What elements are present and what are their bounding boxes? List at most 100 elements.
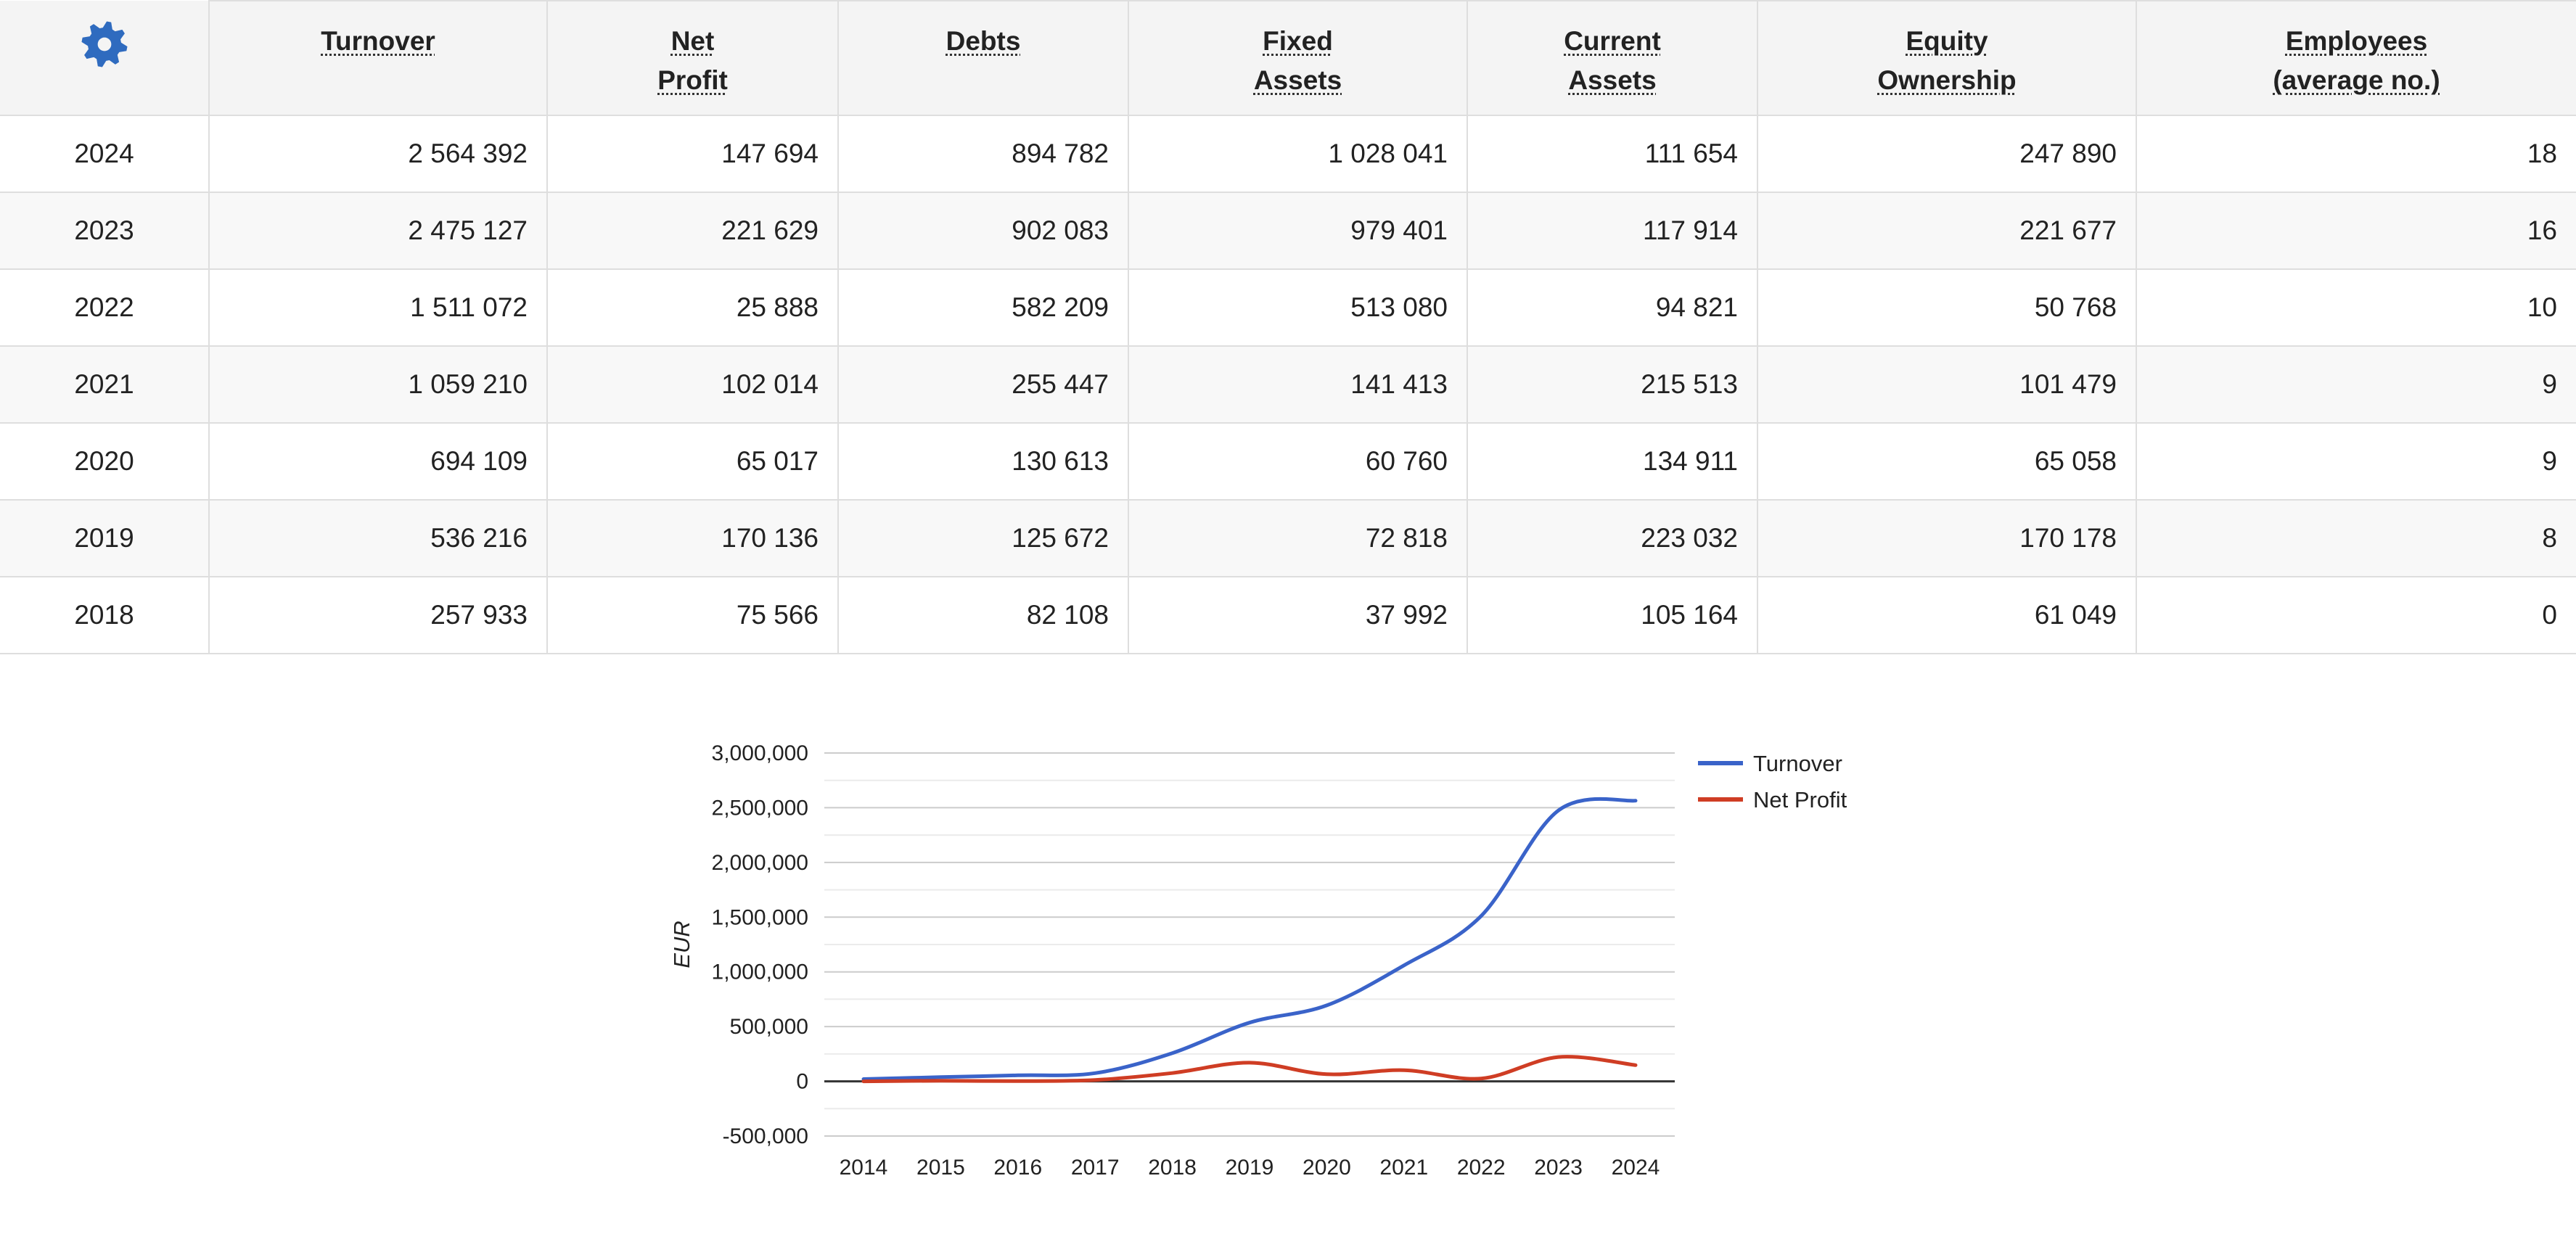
y-tick-label: -500,000 (723, 1124, 808, 1148)
fixed-assets-cell: 141 413 (1128, 345, 1468, 424)
equity-ownership-cell: 221 677 (1757, 192, 2137, 270)
turnover-cell: 1 511 072 (208, 268, 548, 347)
year-cell: 2019 (0, 499, 210, 577)
debts-cell: 130 613 (837, 422, 1129, 501)
header-net-profit: Net Profit (546, 0, 839, 116)
table-row: 2020 694 109 65 017 130 613 60 760 134 911 65 … (0, 422, 2576, 501)
equity-ownership-cell: 170 178 (1757, 499, 2137, 577)
fixed-assets-cell: 60 760 (1128, 422, 1468, 501)
table-row: 2018 257 933 75 566 82 108 37 992 105 164 61 0… (0, 576, 2576, 654)
table-row: 2019 536 216 170 136 125 672 72 818 223 032 17… (0, 499, 2576, 577)
net-profit-cell: 170 136 (546, 499, 839, 577)
table-row: 2022 1 511 072 25 888 582 209 513 080 94 821 5… (0, 268, 2576, 347)
turnover-cell: 2 475 127 (208, 192, 548, 270)
turnover-legend-label: Turnover (1753, 751, 1842, 776)
employees-cell: 16 (2136, 192, 2576, 270)
x-tick-label: 2021 (1379, 1156, 1428, 1180)
x-tick-label: 2023 (1534, 1156, 1583, 1180)
equity-ownership-cell: 50 768 (1757, 268, 2137, 347)
chart-canvas: -500,000 0 500,000 1,000,000 1,500,000 2,000,… (669, 741, 1847, 1180)
y-tick-label: 1,500,000 (712, 905, 808, 929)
x-tick-label: 2024 (1612, 1156, 1660, 1180)
header-fixed-assets-label[interactable]: Fixed Assets (1253, 26, 1342, 95)
y-tick-label: 0 (796, 1070, 808, 1094)
employees-cell: 8 (2136, 499, 2576, 577)
header-debts-label[interactable]: Debts (946, 26, 1021, 56)
table-row: 2021 1 059 210 102 014 255 447 141 413 215 51… (0, 345, 2576, 424)
year-cell: 2022 (0, 268, 210, 347)
turnover-cell: 2 564 392 (208, 115, 548, 193)
x-tick-label: 2014 (840, 1156, 888, 1180)
debts-cell: 894 782 (837, 115, 1129, 193)
x-tick-label: 2015 (916, 1156, 965, 1180)
current-assets-cell: 105 164 (1467, 576, 1758, 654)
year-cell: 2020 (0, 422, 210, 501)
gear-shape (81, 21, 128, 67)
net-profit-cell: 102 014 (546, 345, 839, 424)
y-tick-label: 1,000,000 (712, 960, 808, 984)
current-assets-cell: 215 513 (1467, 345, 1758, 424)
financials-table: Turnover Net Profit Debts Fixed Assets C… (0, 0, 2576, 654)
debts-cell: 582 209 (837, 268, 1129, 347)
table-row: 2024 2 564 392 147 694 894 782 1 028 041 111 … (0, 115, 2576, 193)
gear-icon[interactable] (78, 18, 131, 70)
y-tick-label: 2,500,000 (712, 796, 808, 820)
table-row: 2023 2 475 127 221 629 902 083 979 401 117 91… (0, 192, 2576, 270)
year-cell: 2021 (0, 345, 210, 424)
settings-cell (0, 1, 210, 116)
x-tick-label: 2018 (1148, 1156, 1197, 1180)
current-assets-cell: 134 911 (1467, 422, 1758, 501)
debts-cell: 82 108 (837, 576, 1129, 654)
employees-cell: 9 (2136, 345, 2576, 424)
y-axis-label: EUR (669, 921, 694, 968)
y-tick-label: 500,000 (730, 1015, 808, 1039)
x-tick-label: 2017 (1071, 1156, 1120, 1180)
employees-cell: 10 (2136, 268, 2576, 347)
equity-ownership-cell: 101 479 (1757, 345, 2137, 424)
header-employees-label[interactable]: Employees (average no.) (2273, 26, 2440, 95)
current-assets-cell: 223 032 (1467, 499, 1758, 577)
header-debts: Debts (837, 0, 1129, 116)
equity-ownership-cell: 247 890 (1757, 115, 2137, 193)
turnover-cell: 694 109 (208, 422, 548, 501)
y-tick-label: 2,000,000 (712, 851, 808, 875)
fixed-assets-cell: 1 028 041 (1128, 115, 1468, 193)
net-profit-cell: 25 888 (546, 268, 839, 347)
year-cell: 2023 (0, 192, 210, 270)
x-tick-label: 2019 (1226, 1156, 1274, 1180)
debts-cell: 902 083 (837, 192, 1129, 270)
fixed-assets-cell: 513 080 (1128, 268, 1468, 347)
header-net-profit-label[interactable]: Net Profit (657, 26, 728, 95)
equity-ownership-cell: 61 049 (1757, 576, 2137, 654)
employees-cell: 9 (2136, 422, 2576, 501)
x-tick-label: 2022 (1457, 1156, 1506, 1180)
net-profit-cell: 65 017 (546, 422, 839, 501)
net-profit-cell: 221 629 (546, 192, 839, 270)
turnover-cell: 536 216 (208, 499, 548, 577)
y-tick-label: 3,000,000 (712, 741, 808, 765)
net-profit-line (861, 1055, 1638, 1084)
net-profit-cell: 75 566 (546, 576, 839, 654)
debts-cell: 125 672 (837, 499, 1129, 577)
current-assets-cell: 94 821 (1467, 268, 1758, 347)
current-assets-cell: 111 654 (1467, 115, 1758, 193)
employees-cell: 0 (2136, 576, 2576, 654)
header-current-assets-label[interactable]: Current Assets (1564, 26, 1661, 95)
fixed-assets-cell: 72 818 (1128, 499, 1468, 577)
turnover-cell: 257 933 (208, 576, 548, 654)
header-equity-ownership: Equity Ownership (1757, 0, 2137, 116)
fixed-assets-cell: 979 401 (1128, 192, 1468, 270)
header-fixed-assets: Fixed Assets (1128, 0, 1468, 116)
header-current-assets: Current Assets (1467, 0, 1758, 116)
debts-cell: 255 447 (837, 345, 1129, 424)
year-cell: 2024 (0, 115, 210, 193)
gear-icon-graphic (81, 21, 128, 67)
header-employees: Employees (average no.) (2136, 0, 2576, 116)
net-profit-cell: 147 694 (546, 115, 839, 193)
financial-chart: -500,000 0 500,000 1,000,000 1,500,000 2,000,… (0, 660, 2576, 1255)
header-equity-ownership-label[interactable]: Equity Ownership (1877, 26, 2017, 95)
header-turnover-label[interactable]: Turnover (321, 26, 435, 56)
table-header-row: Turnover Net Profit Debts Fixed Assets C… (0, 0, 2576, 116)
turnover-line (861, 797, 1638, 1082)
